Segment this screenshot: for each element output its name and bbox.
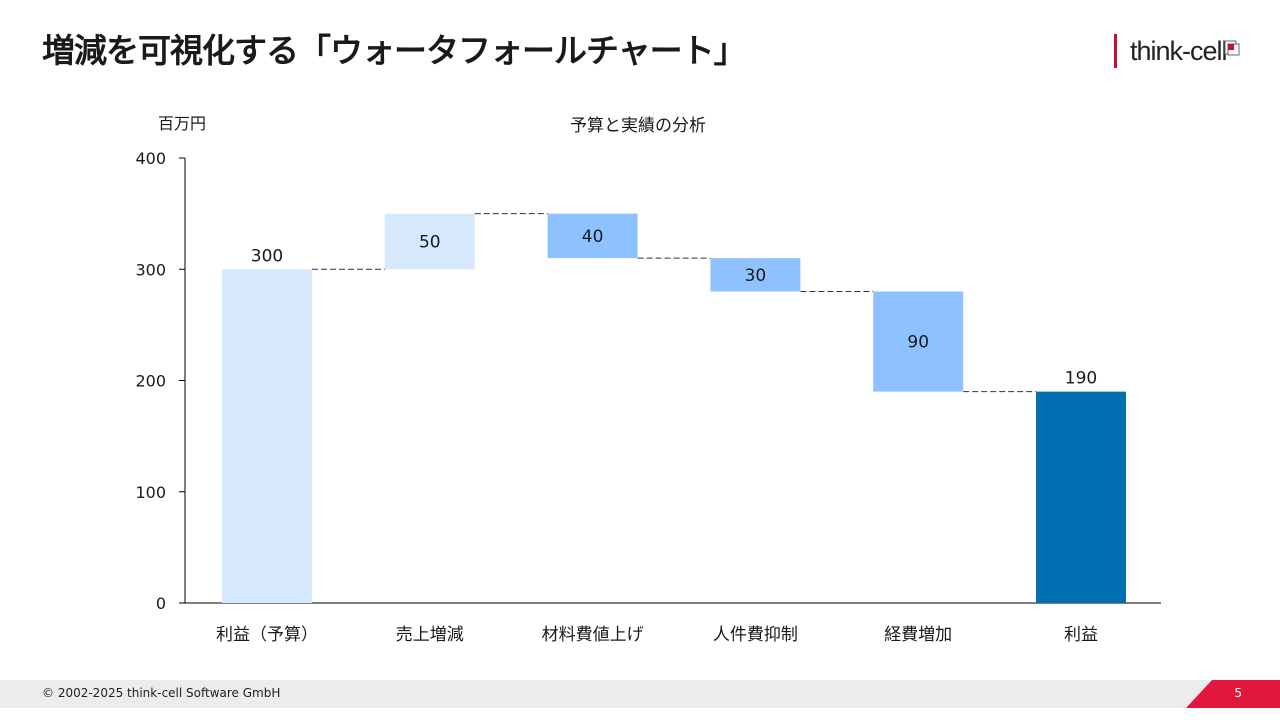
value-label: 300	[251, 246, 283, 266]
value-label: 90	[907, 333, 929, 353]
think-cell-logo: think-cell	[1114, 34, 1254, 68]
logo-text: think-cell	[1130, 36, 1228, 66]
value-label: 190	[1065, 369, 1097, 389]
category-label: 利益	[1064, 625, 1098, 645]
page-number-tab: 5	[1186, 680, 1280, 708]
bar	[547, 213, 638, 259]
bar	[222, 269, 312, 603]
y-tick-label: 0	[156, 594, 166, 613]
y-tick-label: 300	[135, 260, 166, 279]
category-label: 売上増減	[396, 625, 464, 645]
page-number: 5	[1234, 686, 1242, 700]
y-axis: 0 100 200 300 400	[135, 149, 1161, 613]
category-label: 人件費抑制	[713, 625, 798, 645]
logo-mark-icon	[1224, 40, 1240, 56]
value-label: 30	[745, 266, 767, 286]
y-tick-label: 100	[135, 483, 166, 502]
x-axis-labels: 利益（予算） 売上増減 材料費値上げ 人件費抑制 経費増加 利益	[216, 625, 1098, 645]
copyright-text: © 2002-2025 think-cell Software GmbH	[42, 686, 281, 700]
y-tick-label: 200	[135, 372, 166, 391]
category-label: 材料費値上げ	[542, 625, 644, 645]
y-tick-label: 400	[135, 149, 166, 168]
value-labels: 300 50 40 30 90 190	[251, 227, 1097, 389]
category-label: 経費増加	[884, 625, 952, 645]
value-label: 50	[419, 232, 441, 252]
value-label: 40	[582, 227, 604, 247]
logo-bar	[1114, 34, 1117, 68]
category-label: 利益（予算）	[216, 625, 318, 645]
bar	[1036, 391, 1126, 603]
page-title: 増減を可視化する「ウォータフォールチャート」	[42, 31, 747, 70]
bar	[873, 291, 964, 392]
bar	[710, 258, 801, 292]
y-axis-unit-label: 百万円	[158, 114, 206, 133]
bars	[222, 213, 1126, 603]
waterfall-chart: 予算と実績の分析 百万円 0 100 200 300 400 300 50 40 30 90 19…	[135, 114, 1161, 645]
connector-lines	[312, 213, 1036, 393]
footer: © 2002-2025 think-cell Software GmbH 5	[0, 680, 1280, 708]
chart-title: 予算と実績の分析	[570, 116, 706, 136]
bar	[384, 213, 475, 270]
